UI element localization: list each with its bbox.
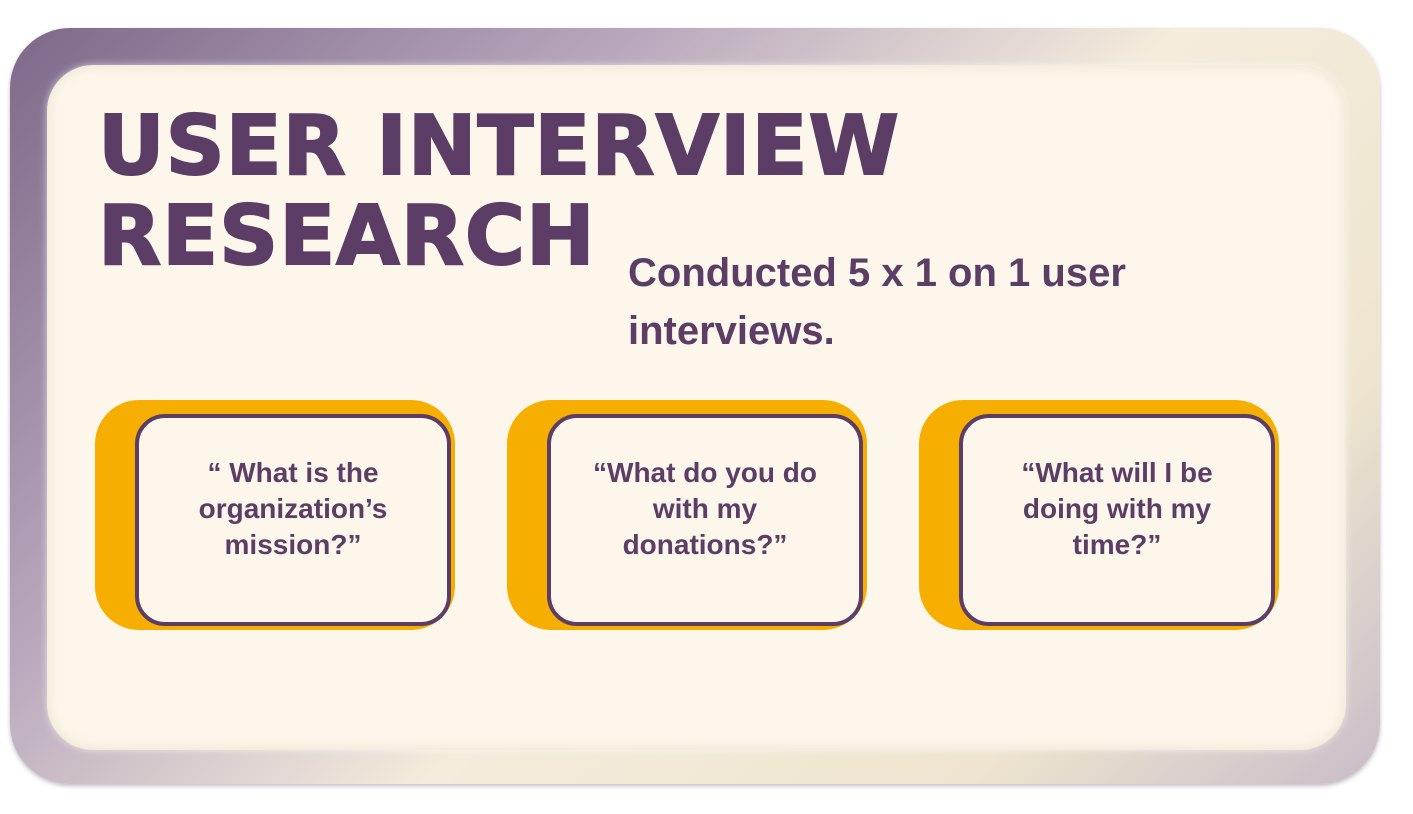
- slide-title-line-2: RESEARCH: [97, 189, 596, 284]
- slide-title: USER INTERVIEW RESEARCH: [97, 99, 901, 284]
- question-card-1: “ What is the organization’s mission?”: [95, 400, 457, 632]
- question-card-1-body: “ What is the organization’s mission?”: [135, 414, 451, 626]
- slide-title-line-1: USER INTERVIEW: [97, 99, 901, 194]
- question-card-2-text: “What do you do with my donations?”: [593, 457, 817, 560]
- question-card-2: “What do you do with my donations?”: [507, 400, 869, 632]
- question-card-2-body: “What do you do with my donations?”: [547, 414, 863, 626]
- slide-subtitle: Conducted 5 x 1 on 1 user interviews.: [628, 251, 1126, 353]
- question-card-1-text: “ What is the organization’s mission?”: [198, 457, 388, 560]
- question-card-3: “What will I be doing with my time?”: [919, 400, 1281, 632]
- question-card-3-body: “What will I be doing with my time?”: [959, 414, 1275, 626]
- question-card-3-text: “What will I be doing with my time?”: [1021, 457, 1213, 560]
